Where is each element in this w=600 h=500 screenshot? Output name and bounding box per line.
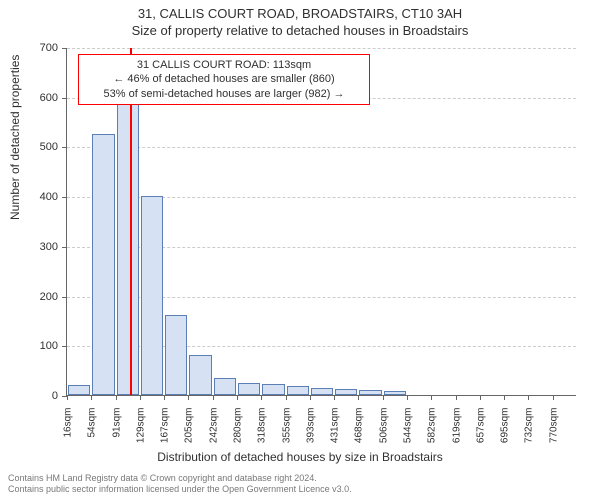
- xtick-mark: [237, 395, 238, 400]
- chart-subtitle: Size of property relative to detached ho…: [0, 21, 600, 38]
- xtick-label: 582sqm: [427, 408, 438, 458]
- ytick-label: 400: [18, 191, 58, 203]
- bar: [68, 385, 90, 395]
- ytick-label: 300: [18, 241, 58, 253]
- xtick-label: 129sqm: [135, 408, 146, 458]
- xtick-mark: [334, 395, 335, 400]
- xtick-label: 770sqm: [548, 408, 559, 458]
- gridline: [67, 147, 576, 148]
- bar: [189, 355, 211, 395]
- ytick-mark: [62, 346, 67, 347]
- bar: [165, 315, 187, 395]
- xtick-label: 657sqm: [475, 408, 486, 458]
- ytick-label: 100: [18, 340, 58, 352]
- annotation-line3: 53% of semi-detached houses are larger (…: [85, 87, 363, 101]
- ytick-mark: [62, 247, 67, 248]
- xtick-label: 242sqm: [208, 408, 219, 458]
- chart-title: 31, CALLIS COURT ROAD, BROADSTAIRS, CT10…: [0, 0, 600, 21]
- xtick-mark: [213, 395, 214, 400]
- ytick-mark: [62, 297, 67, 298]
- ytick-label: 0: [18, 390, 58, 402]
- bar: [384, 391, 406, 395]
- xtick-mark: [310, 395, 311, 400]
- xtick-label: 355sqm: [281, 408, 292, 458]
- chart-container: 31, CALLIS COURT ROAD, BROADSTAIRS, CT10…: [0, 0, 600, 500]
- bar: [359, 390, 381, 395]
- xtick-label: 695sqm: [500, 408, 511, 458]
- ytick-label: 200: [18, 291, 58, 303]
- xtick-mark: [164, 395, 165, 400]
- xtick-mark: [553, 395, 554, 400]
- gridline: [67, 48, 576, 49]
- bar: [311, 388, 333, 395]
- xtick-mark: [456, 395, 457, 400]
- xtick-mark: [188, 395, 189, 400]
- xtick-mark: [504, 395, 505, 400]
- xtick-label: 468sqm: [354, 408, 365, 458]
- ytick-label: 600: [18, 92, 58, 104]
- xtick-label: 431sqm: [330, 408, 341, 458]
- xtick-label: 732sqm: [524, 408, 535, 458]
- xtick-label: 54sqm: [87, 408, 98, 458]
- bar: [262, 384, 284, 395]
- xtick-label: 318sqm: [257, 408, 268, 458]
- bar: [117, 87, 139, 395]
- annotation-line2: ← 46% of detached houses are smaller (86…: [85, 72, 363, 86]
- xtick-label: 619sqm: [451, 408, 462, 458]
- annotation-line1: 31 CALLIS COURT ROAD: 113sqm: [85, 58, 363, 72]
- bar: [92, 134, 114, 395]
- bar: [214, 378, 236, 395]
- xtick-label: 91sqm: [111, 408, 122, 458]
- xtick-mark: [91, 395, 92, 400]
- xtick-mark: [383, 395, 384, 400]
- bar: [141, 196, 163, 395]
- bar: [335, 389, 357, 395]
- xtick-mark: [261, 395, 262, 400]
- ytick-label: 500: [18, 141, 58, 153]
- xtick-label: 205sqm: [184, 408, 195, 458]
- annotation-box: 31 CALLIS COURT ROAD: 113sqm ← 46% of de…: [78, 54, 370, 105]
- ytick-mark: [62, 147, 67, 148]
- xtick-label: 393sqm: [305, 408, 316, 458]
- xtick-label: 167sqm: [160, 408, 171, 458]
- ytick-label: 700: [18, 42, 58, 54]
- xtick-mark: [140, 395, 141, 400]
- footer-text: Contains HM Land Registry data © Crown c…: [8, 473, 352, 496]
- ytick-mark: [62, 98, 67, 99]
- xtick-label: 544sqm: [403, 408, 414, 458]
- ytick-mark: [62, 48, 67, 49]
- bar: [238, 383, 260, 395]
- xtick-label: 16sqm: [63, 408, 74, 458]
- footer-line1: Contains HM Land Registry data © Crown c…: [8, 473, 352, 485]
- footer-line2: Contains public sector information licen…: [8, 484, 352, 496]
- xtick-mark: [286, 395, 287, 400]
- xtick-label: 280sqm: [233, 408, 244, 458]
- xtick-mark: [67, 395, 68, 400]
- xtick-mark: [407, 395, 408, 400]
- xtick-mark: [528, 395, 529, 400]
- xtick-label: 506sqm: [378, 408, 389, 458]
- xtick-mark: [480, 395, 481, 400]
- ytick-mark: [62, 197, 67, 198]
- xtick-mark: [116, 395, 117, 400]
- xtick-mark: [358, 395, 359, 400]
- xtick-mark: [431, 395, 432, 400]
- chart-area: 31 CALLIS COURT ROAD: 113sqm ← 46% of de…: [66, 48, 576, 396]
- bar: [287, 386, 309, 395]
